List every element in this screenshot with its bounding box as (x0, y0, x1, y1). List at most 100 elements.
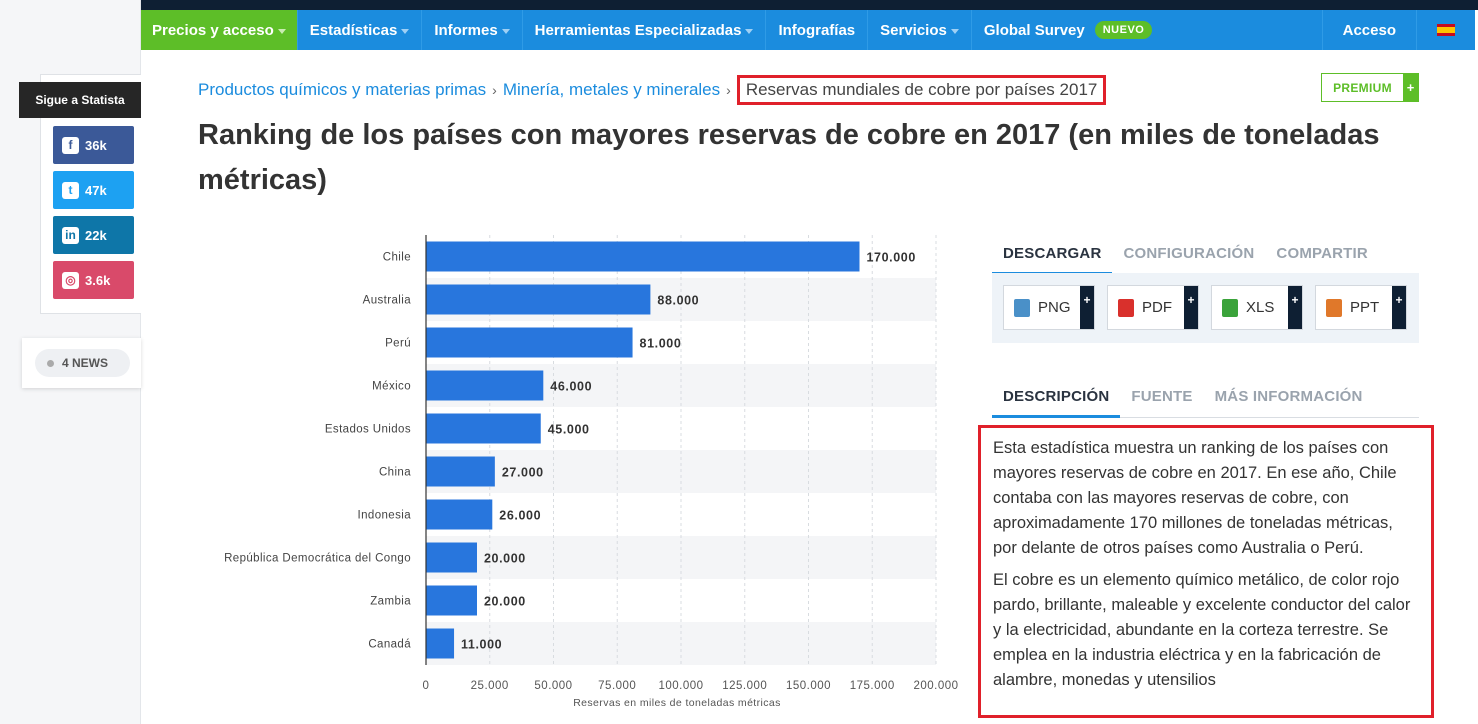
nav-global-survey[interactable]: Global Survey NUEVO (972, 10, 1165, 50)
pdf-file-icon (1118, 298, 1134, 317)
nav-statistics-label: Estadísticas (309, 21, 398, 39)
chart-bars (426, 241, 860, 659)
download-png-label: PNG (1038, 299, 1071, 316)
chart-tick-labels: 0 25.000 50.000 75.000 100.000 125.000 150.000… (423, 680, 958, 692)
chart-value-labels: 170.000 88.000 81.000 46.000 45.000 27.000 26.… (461, 251, 916, 652)
chart-x-axis-label: Reservas en miles de toneladas métricas (573, 697, 781, 709)
breadcrumb-separator-icon: › (726, 82, 731, 98)
tab-share[interactable]: COMPARTIR (1276, 245, 1368, 262)
nav-tools-label: Herramientas Especializadas (534, 21, 742, 39)
tab-download[interactable]: DESCARGAR (992, 245, 1113, 275)
chart-category-label: Estados Unidos (325, 424, 411, 436)
download-ppt-label: PPT (1350, 299, 1380, 316)
chart-data-label: 27.000 (502, 466, 544, 480)
chart-category-label: Zambia (370, 596, 411, 608)
login-link[interactable]: Acceso (1321, 10, 1417, 50)
twitter-count: 47k (85, 182, 107, 198)
plus-icon: + (1288, 286, 1302, 329)
chart-tick-label: 200.000 (913, 680, 958, 692)
chevron-down-icon (277, 28, 286, 34)
chart-category-labels: Chile Australia Perú México Estados Unidos Ch… (224, 252, 411, 651)
plus-icon: + (1392, 286, 1406, 329)
chart-category-label: Chile (383, 252, 411, 264)
tab-more-info[interactable]: MÁS INFORMACIÓN (1214, 388, 1363, 405)
chart-bar (426, 370, 544, 401)
nav-pricing-label: Precios y acceso (152, 21, 274, 39)
chart-data-label: 170.000 (867, 251, 916, 265)
download-xls-button[interactable]: XLS + (1211, 285, 1303, 330)
chevron-down-icon (745, 28, 754, 34)
instagram-count: 3.6k (85, 272, 111, 288)
nav-reports[interactable]: Informes (422, 10, 523, 50)
page-title: Ranking de los países con mayores reserv… (198, 119, 1380, 196)
facebook-button[interactable]: f 36k (53, 126, 134, 164)
chart-tick-label: 0 (423, 680, 430, 692)
chart-category-label: México (372, 381, 411, 393)
nav-pricing[interactable]: Precios y acceso (141, 10, 298, 50)
instagram-icon: ◎ (62, 271, 79, 289)
tab-configuration[interactable]: CONFIGURACIÓN (1123, 245, 1255, 262)
breadcrumb: Productos químicos y materias primas › M… (198, 75, 1107, 105)
nav-infographics[interactable]: Infografías (766, 10, 869, 50)
follow-statista-label: Sigue a Statista (19, 82, 141, 118)
main-navbar: Precios y acceso Estadísticas Informes H… (141, 10, 1475, 50)
chart-category-label: Indonesia (358, 510, 412, 522)
download-png-button[interactable]: PNG + (1003, 285, 1095, 330)
nav-spacer (1164, 10, 1321, 50)
chart-tick-label: 150.000 (786, 680, 831, 692)
download-panel: PNG + PDF + XLS + PPT + (992, 273, 1419, 343)
nav-tools[interactable]: Herramientas Especializadas (523, 10, 767, 50)
breadcrumb-link-chemicals[interactable]: Productos químicos y materias primas (198, 80, 487, 99)
chevron-down-icon (401, 28, 410, 34)
chart-data-label: 45.000 (548, 423, 590, 437)
linkedin-icon: in (62, 226, 79, 244)
chevron-down-icon (501, 28, 510, 34)
language-selector[interactable] (1417, 10, 1475, 50)
chart-category-label: Canadá (368, 639, 411, 651)
twitter-icon: t (62, 181, 79, 199)
download-xls-label: XLS (1246, 299, 1275, 316)
news-card: 4 NEWS (22, 338, 141, 388)
top-strip (141, 0, 1478, 10)
chart-data-label: 46.000 (550, 380, 592, 394)
chart-tick-label: 75.000 (598, 680, 636, 692)
premium-button[interactable]: PREMIUM + (1321, 73, 1419, 102)
breadcrumb-separator-icon: › (492, 82, 497, 98)
spain-flag-icon (1437, 24, 1455, 36)
facebook-icon: f (62, 136, 79, 154)
download-tabs: DESCARGAR CONFIGURACIÓN COMPARTIR (992, 245, 1419, 275)
chart-data-label: 11.000 (461, 638, 502, 652)
instagram-button[interactable]: ◎ 3.6k (53, 261, 134, 299)
chart-data-label: 81.000 (640, 337, 682, 351)
tab-description[interactable]: DESCRIPCIÓN (992, 388, 1121, 418)
bar-chart: Chile Australia Perú México Estados Unidos Ch… (224, 235, 958, 709)
chart-tick-label: 50.000 (534, 680, 572, 692)
description-paragraph: Esta estadística muestra un ranking de l… (993, 439, 1397, 557)
breadcrumb-current: Reservas mundiales de cobre por países 2… (736, 75, 1107, 105)
premium-label: PREMIUM (1333, 80, 1392, 95)
description-box: Esta estadística muestra un ranking de l… (978, 425, 1434, 718)
login-label: Acceso (1342, 21, 1396, 39)
download-ppt-button[interactable]: PPT + (1315, 285, 1407, 330)
nav-services[interactable]: Servicios (868, 10, 972, 50)
news-dot-icon (47, 359, 54, 367)
chart-data-label: 26.000 (499, 509, 541, 523)
chart-category-label: Perú (385, 338, 411, 350)
linkedin-button[interactable]: in 22k (53, 216, 134, 254)
chart-bar (426, 241, 860, 272)
nav-infographics-label: Infografías (778, 21, 856, 39)
download-pdf-button[interactable]: PDF + (1107, 285, 1199, 330)
nav-statistics[interactable]: Estadísticas (298, 10, 423, 50)
new-badge: NUEVO (1094, 21, 1153, 39)
chart-data-label: 88.000 (657, 294, 699, 308)
chart-bar (426, 284, 651, 315)
breadcrumb-link-mining[interactable]: Minería, metales y minerales (502, 80, 721, 99)
chart-category-label: Australia (363, 295, 412, 307)
chart-tick-label: 175.000 (850, 680, 895, 692)
nav-services-label: Servicios (880, 21, 947, 39)
tab-source[interactable]: FUENTE (1131, 388, 1193, 405)
news-button[interactable]: 4 NEWS (35, 349, 130, 377)
chart-category-label: República Democrática del Congo (224, 553, 411, 565)
twitter-button[interactable]: t 47k (53, 171, 134, 209)
plus-icon: + (1184, 286, 1198, 329)
